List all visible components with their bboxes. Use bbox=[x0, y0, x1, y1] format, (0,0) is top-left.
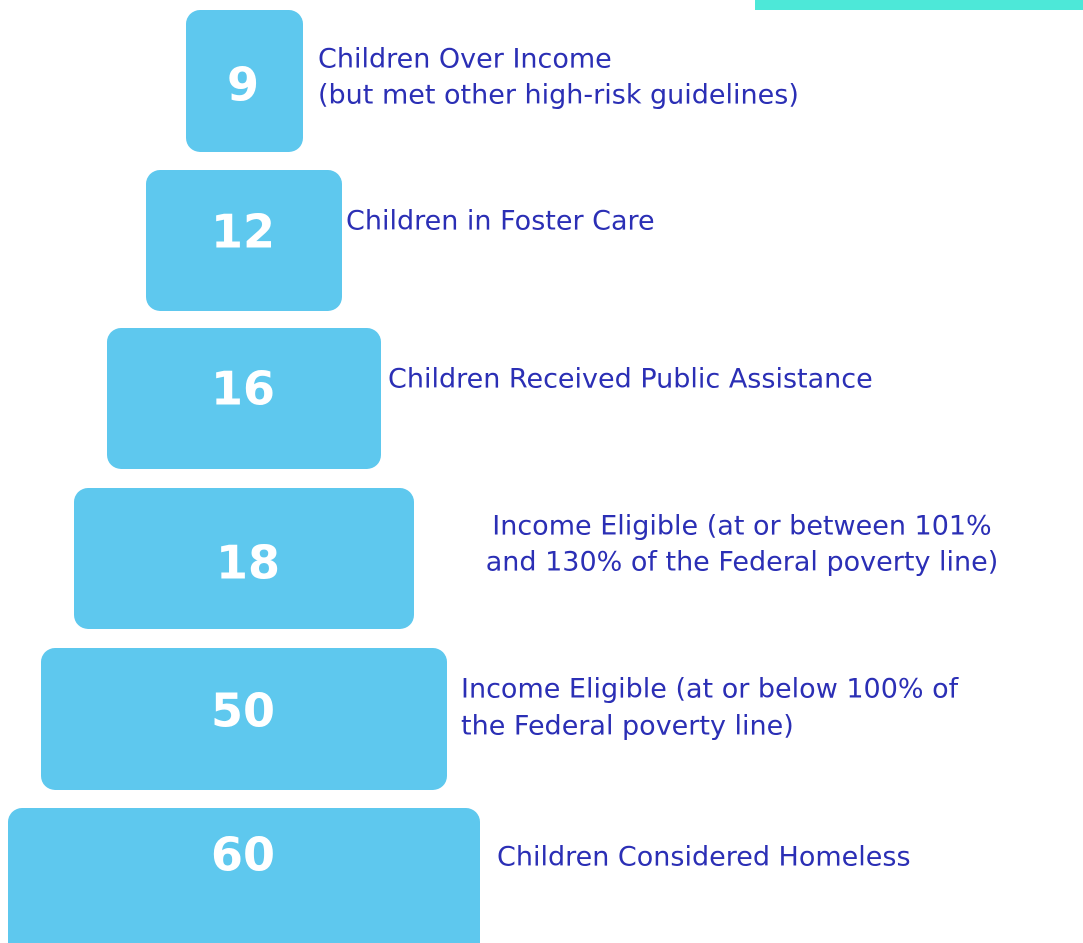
tier-label: (but met other high-risk guidelines) bbox=[318, 80, 799, 111]
tier-block bbox=[74, 488, 414, 629]
tier-label: Children in Foster Care bbox=[346, 206, 655, 237]
tier-block bbox=[8, 808, 480, 943]
tier-label: and 130% of the Federal poverty line) bbox=[486, 547, 999, 578]
tier-number: 12 bbox=[211, 205, 275, 259]
tier-number: 50 bbox=[211, 684, 275, 738]
tier-number: 9 bbox=[227, 58, 259, 112]
tier-label: the Federal poverty line) bbox=[461, 711, 794, 742]
tier-label: Income Eligible (at or below 100% of bbox=[461, 674, 960, 705]
tier-label: Income Eligible (at or between 101% bbox=[492, 511, 991, 542]
tier-block bbox=[186, 10, 303, 152]
tier-label: Children Considered Homeless bbox=[497, 842, 911, 873]
tier-block bbox=[146, 170, 342, 311]
tier-label: Children Received Public Assistance bbox=[388, 364, 873, 395]
tier-block bbox=[41, 648, 447, 790]
accent-bar bbox=[755, 0, 1083, 10]
tier-number: 16 bbox=[211, 362, 275, 416]
tier-block bbox=[107, 328, 381, 469]
tier-label: Children Over Income bbox=[318, 44, 612, 75]
tier-number: 18 bbox=[216, 536, 280, 590]
tier-number: 60 bbox=[211, 828, 275, 882]
